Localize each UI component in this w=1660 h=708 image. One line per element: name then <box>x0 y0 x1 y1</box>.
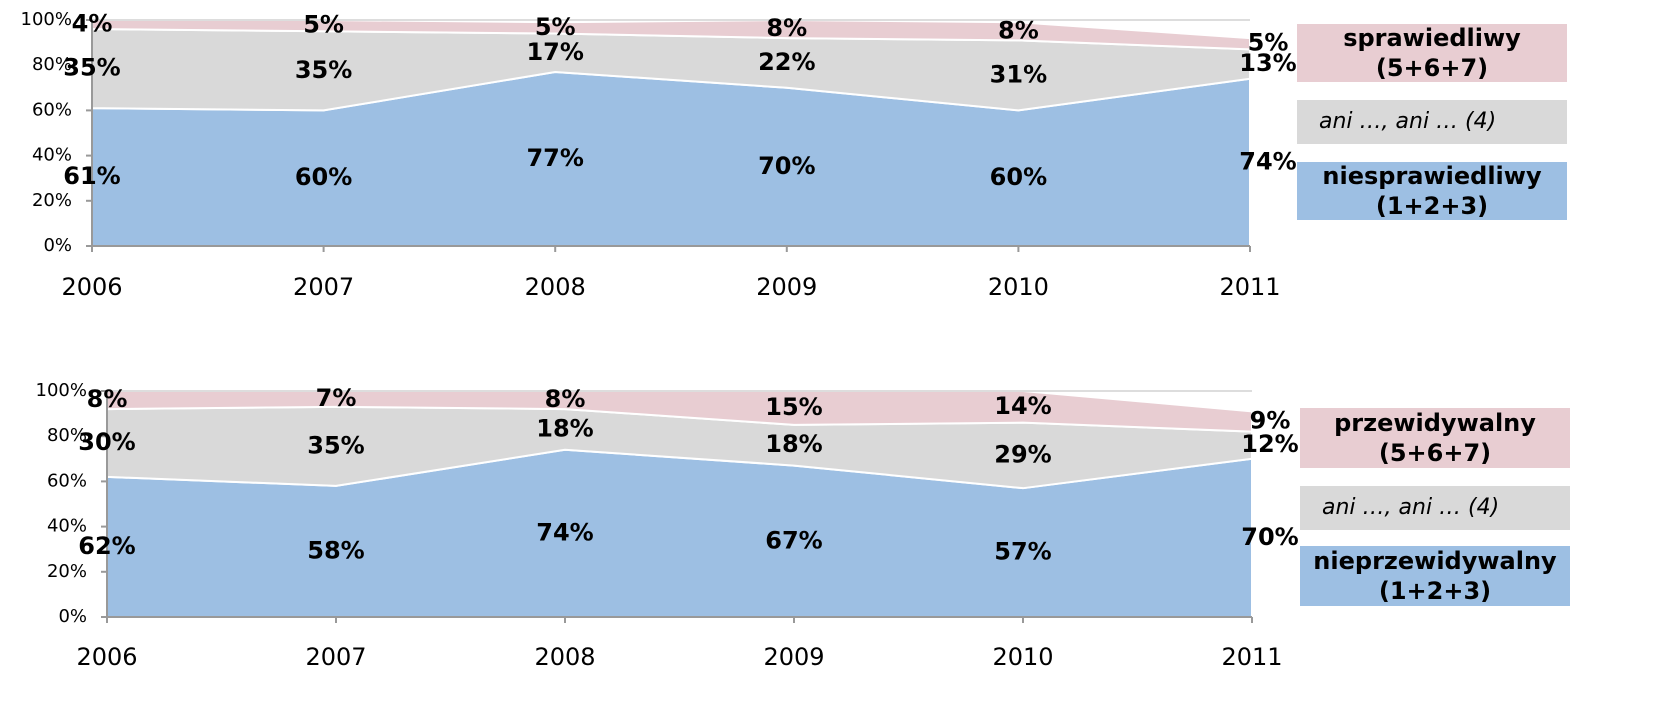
value-label: 62% <box>78 532 135 560</box>
value-label: 8% <box>545 385 586 413</box>
x-tick-label: 2008 <box>525 273 586 301</box>
area <box>91 18 1251 51</box>
value-label: 17% <box>526 38 583 66</box>
value-label: 5% <box>1248 29 1289 57</box>
value-label: 14% <box>994 392 1051 420</box>
value-label: 35% <box>295 56 352 84</box>
legend-entry: przewidywalny (5+6+7) <box>1300 408 1570 468</box>
legend-entry: ani …, ani … (4) <box>1300 486 1570 530</box>
x-tick-label: 2010 <box>988 273 1049 301</box>
value-label: 74% <box>1239 147 1296 175</box>
value-label: 70% <box>1241 523 1298 551</box>
value-label: 77% <box>526 144 583 172</box>
x-tick-label: 2011 <box>1219 273 1280 301</box>
value-label: 13% <box>1239 49 1296 77</box>
value-label: 61% <box>63 162 120 190</box>
x-tick-label: 2006 <box>76 643 137 671</box>
y-tick-label: 40% <box>47 516 87 537</box>
legend-entry: nieprzewidywalny (1+2+3) <box>1300 546 1570 606</box>
value-label: 74% <box>536 518 593 546</box>
value-label: 60% <box>990 163 1047 191</box>
value-label: 60% <box>295 163 352 191</box>
value-label: 8% <box>766 14 807 42</box>
x-tick-label: 2011 <box>1221 643 1282 671</box>
value-label: 12% <box>1241 430 1298 458</box>
value-label: 18% <box>536 414 593 442</box>
x-tick-label: 2010 <box>992 643 1053 671</box>
value-label: 31% <box>990 60 1047 88</box>
value-label: 18% <box>765 430 822 458</box>
value-label: 57% <box>994 538 1051 566</box>
value-label: 5% <box>303 11 344 39</box>
value-label: 5% <box>535 13 576 41</box>
y-tick-label: 40% <box>32 145 72 166</box>
value-label: 70% <box>758 152 815 180</box>
x-tick-label: 2007 <box>305 643 366 671</box>
value-label: 15% <box>765 393 822 421</box>
x-tick-label: 2006 <box>61 273 122 301</box>
y-tick-label: 100% <box>36 380 87 401</box>
y-tick-label: 60% <box>47 470 87 491</box>
y-tick-label: 80% <box>32 54 72 75</box>
x-tick-label: 2009 <box>756 273 817 301</box>
value-label: 8% <box>87 385 128 413</box>
legend-entry: sprawiedliwy (5+6+7) <box>1297 24 1567 82</box>
x-tick-label: 2007 <box>293 273 354 301</box>
x-tick-label: 2008 <box>534 643 595 671</box>
y-tick-label: 20% <box>32 190 72 211</box>
y-tick-label: 100% <box>21 9 72 30</box>
value-label: 8% <box>998 16 1039 44</box>
value-label: 29% <box>994 440 1051 468</box>
value-label: 9% <box>1250 407 1291 435</box>
legend-entry: niesprawiedliwy (1+2+3) <box>1297 162 1567 220</box>
value-label: 7% <box>316 384 357 412</box>
y-tick-label: 0% <box>58 606 87 627</box>
value-label: 58% <box>307 536 364 564</box>
value-label: 22% <box>758 48 815 76</box>
legend-entry: ani …, ani … (4) <box>1297 100 1567 144</box>
value-label: 4% <box>72 10 113 38</box>
value-label: 67% <box>765 526 822 554</box>
value-label: 35% <box>307 431 364 459</box>
x-tick-label: 2009 <box>763 643 824 671</box>
value-label: 30% <box>78 428 135 456</box>
y-tick-label: 80% <box>47 425 87 446</box>
value-label: 35% <box>63 54 120 82</box>
y-tick-label: 0% <box>43 235 72 256</box>
y-tick-label: 60% <box>32 99 72 120</box>
y-tick-label: 20% <box>47 561 87 582</box>
